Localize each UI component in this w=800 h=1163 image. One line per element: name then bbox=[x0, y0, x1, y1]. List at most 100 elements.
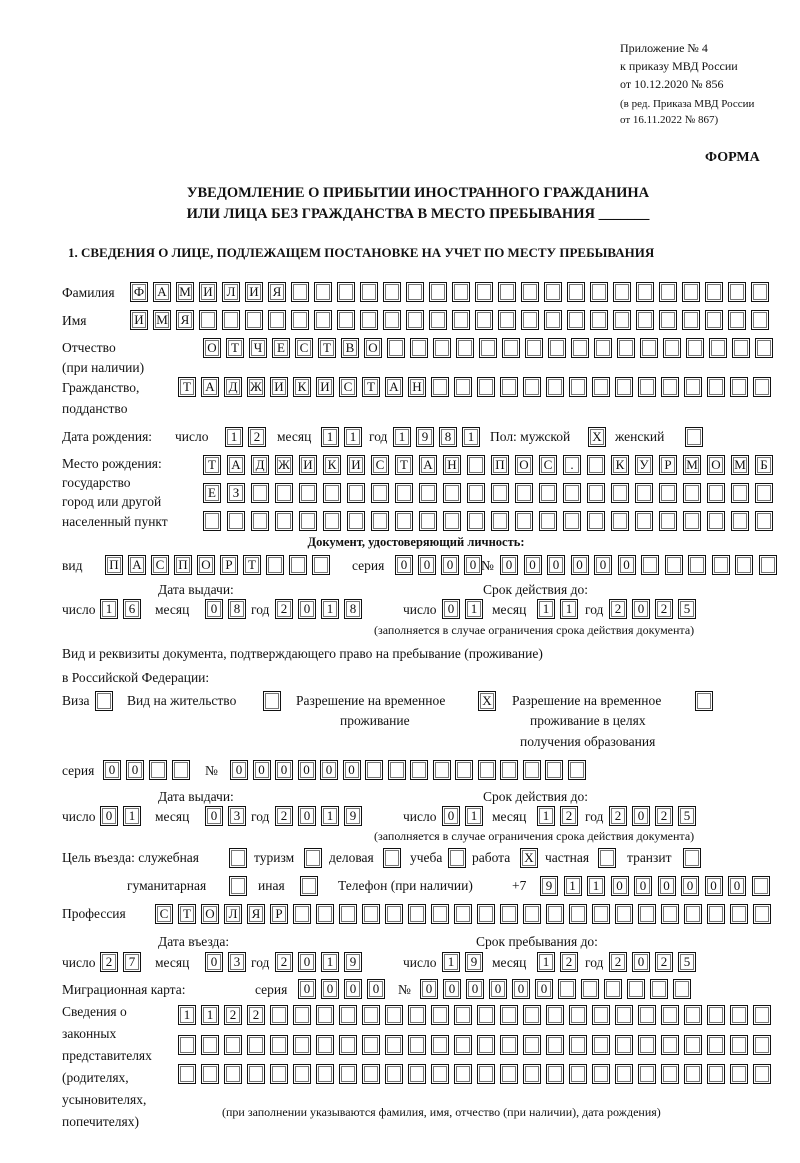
cell[interactable]: 9 bbox=[344, 952, 362, 972]
cell[interactable]: Е bbox=[203, 483, 221, 503]
cell[interactable]: И bbox=[316, 377, 334, 397]
cell[interactable]: 1 bbox=[537, 806, 555, 826]
cell[interactable] bbox=[431, 1064, 449, 1084]
cell[interactable] bbox=[611, 511, 629, 531]
cell[interactable]: 0 bbox=[126, 760, 144, 780]
cell[interactable]: 0 bbox=[632, 952, 650, 972]
cell[interactable] bbox=[525, 338, 543, 358]
cell[interactable]: М bbox=[683, 455, 701, 475]
cell[interactable]: Ж bbox=[275, 455, 293, 475]
cell[interactable]: Я bbox=[247, 904, 265, 924]
cell[interactable] bbox=[293, 1064, 311, 1084]
cell[interactable] bbox=[592, 1005, 610, 1025]
cell[interactable]: Б bbox=[755, 455, 773, 475]
cell[interactable]: Т bbox=[395, 455, 413, 475]
cell[interactable] bbox=[500, 1035, 518, 1055]
cell[interactable] bbox=[615, 1064, 633, 1084]
cell[interactable] bbox=[711, 555, 730, 575]
cell[interactable] bbox=[707, 511, 725, 531]
cell[interactable] bbox=[569, 904, 587, 924]
cell[interactable] bbox=[385, 1035, 403, 1055]
cell[interactable]: Т bbox=[178, 904, 196, 924]
cell[interactable] bbox=[638, 1005, 656, 1025]
cell[interactable]: 1 bbox=[321, 599, 339, 619]
cell[interactable] bbox=[500, 1005, 518, 1025]
cell[interactable]: 0 bbox=[632, 806, 650, 826]
cell[interactable]: З bbox=[227, 483, 245, 503]
cell[interactable]: 0 bbox=[523, 555, 542, 575]
cell[interactable] bbox=[387, 338, 405, 358]
cell[interactable] bbox=[491, 511, 509, 531]
cell[interactable] bbox=[247, 1064, 265, 1084]
cell[interactable] bbox=[523, 904, 541, 924]
cell[interactable] bbox=[627, 979, 645, 999]
cell[interactable]: 1 bbox=[560, 599, 578, 619]
cell[interactable]: 0 bbox=[464, 555, 482, 575]
cell[interactable]: 0 bbox=[632, 599, 650, 619]
cell[interactable] bbox=[592, 1035, 610, 1055]
cell[interactable]: 2 bbox=[560, 806, 578, 826]
cell[interactable]: 2 bbox=[609, 599, 627, 619]
cell[interactable] bbox=[362, 1005, 380, 1025]
cell[interactable]: 2 bbox=[655, 599, 673, 619]
cell[interactable] bbox=[730, 377, 748, 397]
cell[interactable] bbox=[300, 876, 318, 896]
cell[interactable]: И bbox=[199, 282, 217, 302]
cell[interactable]: Т bbox=[243, 555, 261, 575]
cell[interactable] bbox=[753, 1035, 771, 1055]
cell[interactable]: 0 bbox=[512, 979, 530, 999]
cell[interactable]: Е bbox=[272, 338, 290, 358]
cell[interactable] bbox=[360, 310, 378, 330]
cell[interactable]: Л bbox=[222, 282, 240, 302]
cell[interactable]: 2 bbox=[275, 806, 293, 826]
cell[interactable] bbox=[730, 1005, 748, 1025]
cell[interactable]: А bbox=[419, 455, 437, 475]
cell[interactable] bbox=[661, 1005, 679, 1025]
cell[interactable] bbox=[523, 377, 541, 397]
cell[interactable] bbox=[410, 338, 428, 358]
cell[interactable] bbox=[467, 455, 485, 475]
cell[interactable] bbox=[229, 848, 247, 868]
cell[interactable] bbox=[569, 1064, 587, 1084]
cell[interactable] bbox=[199, 310, 217, 330]
cell[interactable]: О bbox=[201, 904, 219, 924]
cell[interactable]: 0 bbox=[395, 555, 413, 575]
cell[interactable] bbox=[563, 511, 581, 531]
cell[interactable] bbox=[594, 338, 612, 358]
cell[interactable] bbox=[707, 904, 725, 924]
cell[interactable] bbox=[688, 555, 706, 575]
cell[interactable]: 2 bbox=[224, 1005, 242, 1025]
cell[interactable]: 0 bbox=[728, 876, 746, 896]
cell[interactable] bbox=[431, 904, 449, 924]
cell[interactable]: 0 bbox=[205, 599, 223, 619]
cell[interactable]: 1 bbox=[393, 427, 411, 447]
cell[interactable] bbox=[408, 1005, 426, 1025]
cell[interactable] bbox=[500, 760, 518, 780]
cell[interactable] bbox=[659, 483, 677, 503]
cell[interactable] bbox=[385, 1005, 403, 1025]
cell[interactable]: 0 bbox=[298, 952, 316, 972]
cell[interactable] bbox=[567, 760, 586, 780]
cell[interactable] bbox=[456, 338, 474, 358]
cell[interactable] bbox=[753, 1064, 771, 1084]
cell[interactable] bbox=[316, 1064, 334, 1084]
cell[interactable] bbox=[659, 282, 677, 302]
cell[interactable]: 1 bbox=[321, 427, 339, 447]
cell[interactable] bbox=[592, 377, 610, 397]
cell[interactable]: 0 bbox=[704, 876, 723, 896]
cell[interactable]: С bbox=[295, 338, 313, 358]
cell[interactable] bbox=[661, 377, 679, 397]
cell[interactable]: 2 bbox=[560, 952, 578, 972]
cell[interactable]: 0 bbox=[297, 760, 316, 780]
cell[interactable] bbox=[659, 511, 677, 531]
cell[interactable] bbox=[419, 483, 437, 503]
cell[interactable] bbox=[682, 310, 700, 330]
cell[interactable]: К bbox=[293, 377, 311, 397]
cell[interactable]: 0 bbox=[657, 876, 676, 896]
cell[interactable] bbox=[563, 483, 581, 503]
cell[interactable] bbox=[682, 282, 700, 302]
cell[interactable] bbox=[730, 1064, 748, 1084]
cell[interactable]: 5 bbox=[678, 952, 696, 972]
cell[interactable] bbox=[293, 1035, 311, 1055]
cell[interactable] bbox=[362, 1035, 380, 1055]
